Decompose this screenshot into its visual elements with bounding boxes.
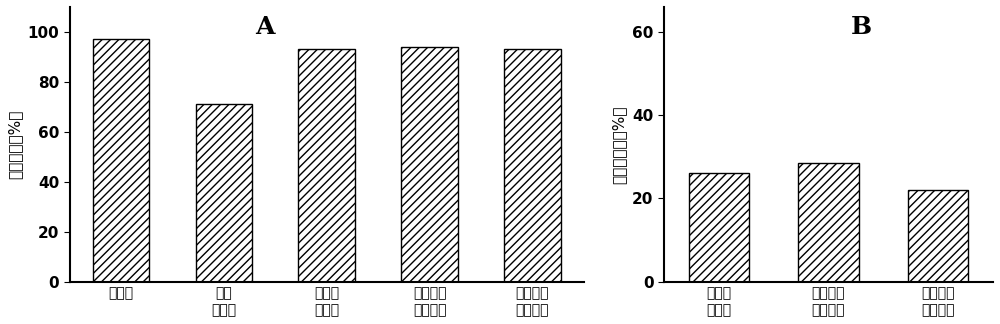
Text: B: B xyxy=(851,15,872,39)
Bar xyxy=(798,163,859,282)
Bar xyxy=(298,49,355,282)
Text: A: A xyxy=(255,15,275,39)
Bar xyxy=(908,190,968,282)
Y-axis label: 细胞增殖率（%）: 细胞增殖率（%） xyxy=(612,105,627,183)
Bar xyxy=(93,40,149,282)
Bar xyxy=(689,173,749,282)
Bar xyxy=(401,47,458,282)
Bar xyxy=(504,49,561,282)
Y-axis label: 细胞活率（%）: 细胞活率（%） xyxy=(7,110,22,179)
Bar xyxy=(196,104,252,282)
